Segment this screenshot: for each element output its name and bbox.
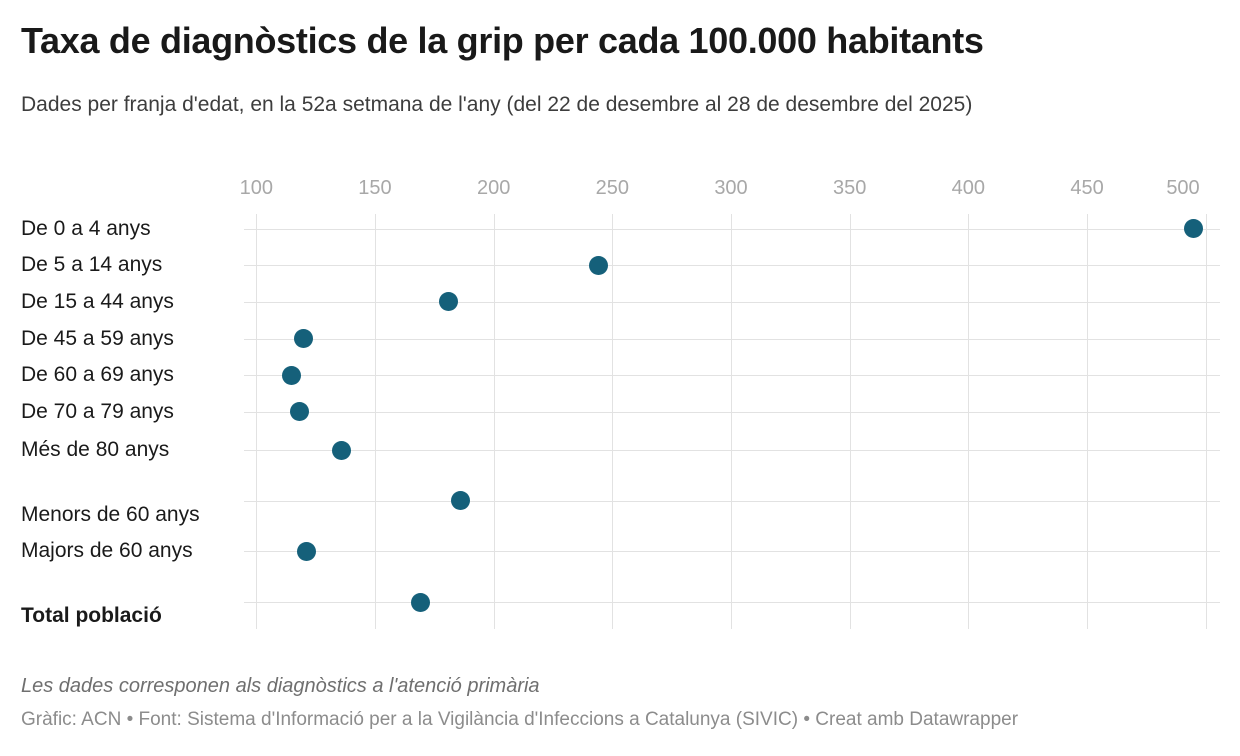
- row-label: Més de 80 anys: [21, 438, 170, 461]
- row-gridline: [244, 500, 1220, 502]
- x-gridline: [968, 214, 970, 629]
- row-gridline: [244, 411, 1220, 413]
- data-dot[interactable]: [1184, 219, 1204, 238]
- data-dot[interactable]: [296, 541, 316, 561]
- x-gridline: [493, 214, 495, 629]
- row-gridline: [244, 265, 1220, 266]
- x-gridline: [612, 214, 614, 629]
- row-gridline: [244, 551, 1220, 552]
- x-gridline: [374, 214, 376, 629]
- data-dot[interactable]: [289, 402, 309, 421]
- x-gridline: [1087, 214, 1089, 629]
- data-dot[interactable]: [294, 329, 314, 348]
- row-label: Menors de 60 anys: [21, 503, 200, 526]
- x-axis-tick-label: 350: [832, 177, 867, 199]
- row-label: Total població: [21, 604, 162, 627]
- x-gridline: [849, 214, 851, 629]
- x-gridline: [256, 214, 258, 629]
- row-label: De 70 a 79 anys: [21, 399, 174, 423]
- x-axis-tick-label: 500: [1166, 177, 1200, 199]
- chart-note: Les dades corresponen als diagnòstics a …: [21, 675, 540, 697]
- chart-subtitle: Dades per franja d'edat, en la 52a setma…: [21, 93, 973, 116]
- data-dot[interactable]: [410, 592, 430, 612]
- x-axis-tick-label: 200: [476, 177, 511, 199]
- row-label: De 0 a 4 anys: [21, 216, 151, 240]
- x-axis-tick-label: 450: [1070, 177, 1104, 199]
- data-dot[interactable]: [282, 365, 302, 385]
- row-gridline: [244, 450, 1220, 451]
- data-dot[interactable]: [450, 491, 470, 510]
- row-label: De 45 a 59 anys: [21, 326, 174, 350]
- x-axis-tick-label: 150: [358, 177, 392, 199]
- x-gridline: [731, 214, 732, 629]
- row-label: De 15 a 44 anys: [21, 289, 174, 313]
- x-axis-tick-label: 400: [951, 177, 986, 199]
- row-label: De 60 a 69 anys: [21, 363, 174, 386]
- row-gridline: [244, 602, 1220, 603]
- row-gridline: [244, 375, 1220, 376]
- row-label: De 5 a 14 anys: [21, 253, 163, 276]
- row-gridline: [244, 338, 1220, 340]
- x-axis-tick-label: 300: [714, 177, 748, 199]
- data-dot[interactable]: [332, 440, 352, 460]
- row-gridline: [244, 228, 1220, 230]
- chart-byline: Gràfic: ACN • Font: Sistema d'Informació…: [21, 709, 1019, 730]
- x-gridline: [1205, 214, 1207, 629]
- x-axis-tick-label: 100: [239, 177, 273, 199]
- data-dot[interactable]: [439, 292, 459, 311]
- row-label: Majors de 60 anys: [21, 539, 193, 562]
- chart-title: Taxa de diagnòstics de la grip per cada …: [21, 20, 984, 61]
- data-dot[interactable]: [588, 255, 608, 275]
- x-axis-tick-label: 250: [595, 177, 629, 199]
- row-gridline: [244, 301, 1220, 303]
